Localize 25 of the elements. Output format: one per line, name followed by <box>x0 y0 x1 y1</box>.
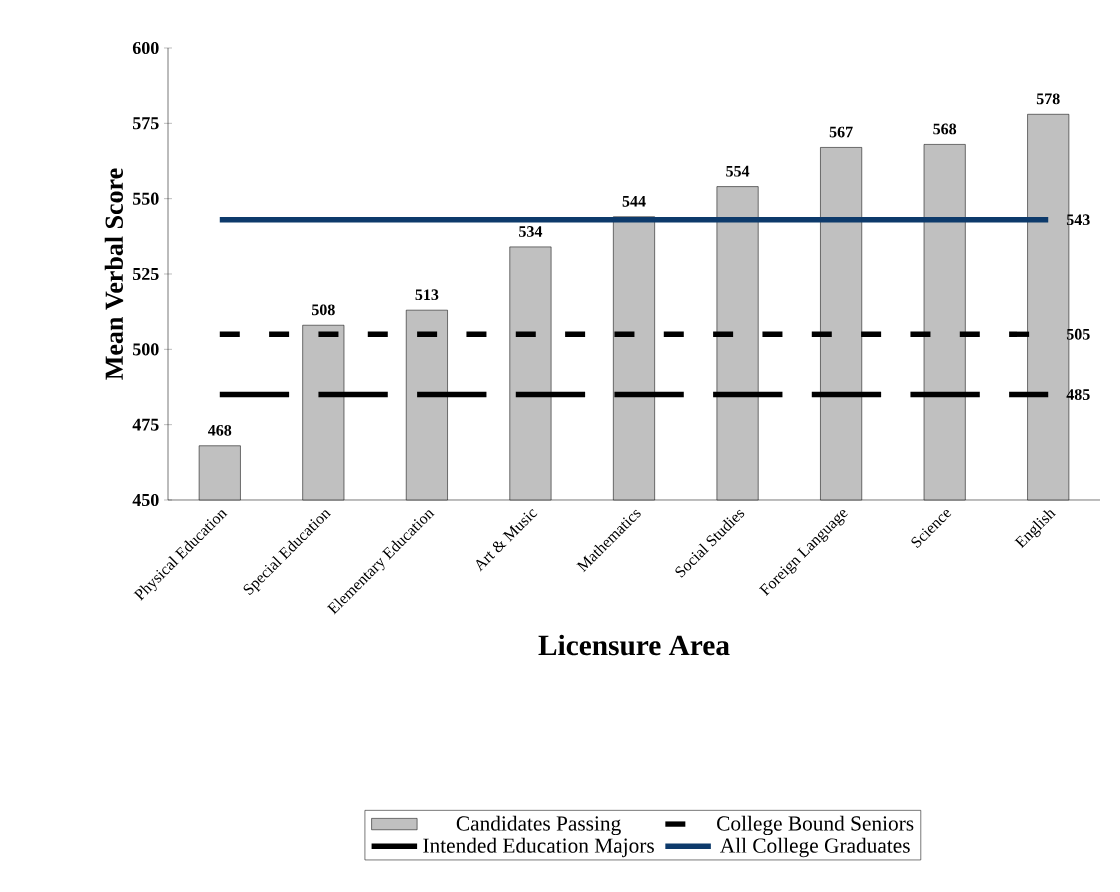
data-label: 508 <box>311 304 335 316</box>
legend-label: Candidates Passing <box>456 815 621 836</box>
data-label: 554 <box>726 165 750 177</box>
y-tick-label: 475 <box>132 418 159 431</box>
data-label: 578 <box>1036 93 1060 105</box>
data-label: 567 <box>829 126 853 138</box>
data-label: 543 <box>1066 214 1090 226</box>
legend-label: Intended Education Majors <box>423 837 654 858</box>
y-tick-label: 500 <box>133 343 159 356</box>
data-label: 568 <box>933 123 957 135</box>
data-label: 505 <box>1066 328 1090 340</box>
data-label: 513 <box>415 289 439 301</box>
data-label: 544 <box>622 196 646 207</box>
x-axis-title: Licensure Area <box>538 634 730 656</box>
y-tick-label: 550 <box>133 192 159 205</box>
y-tick-label: 450 <box>132 493 159 507</box>
y-tick-label: 575 <box>133 117 159 130</box>
data-label: 534 <box>519 226 543 237</box>
legend-label: All College Graduates <box>719 837 910 858</box>
data-label: 485 <box>1066 389 1090 400</box>
data-label: 468 <box>207 424 232 436</box>
y-tick-label: 600 <box>132 41 159 55</box>
y-axis-title: Mean Verbal Score <box>104 168 124 380</box>
legend-label: College Bound Seniors <box>717 815 914 836</box>
y-tick-label: 525 <box>133 267 159 281</box>
